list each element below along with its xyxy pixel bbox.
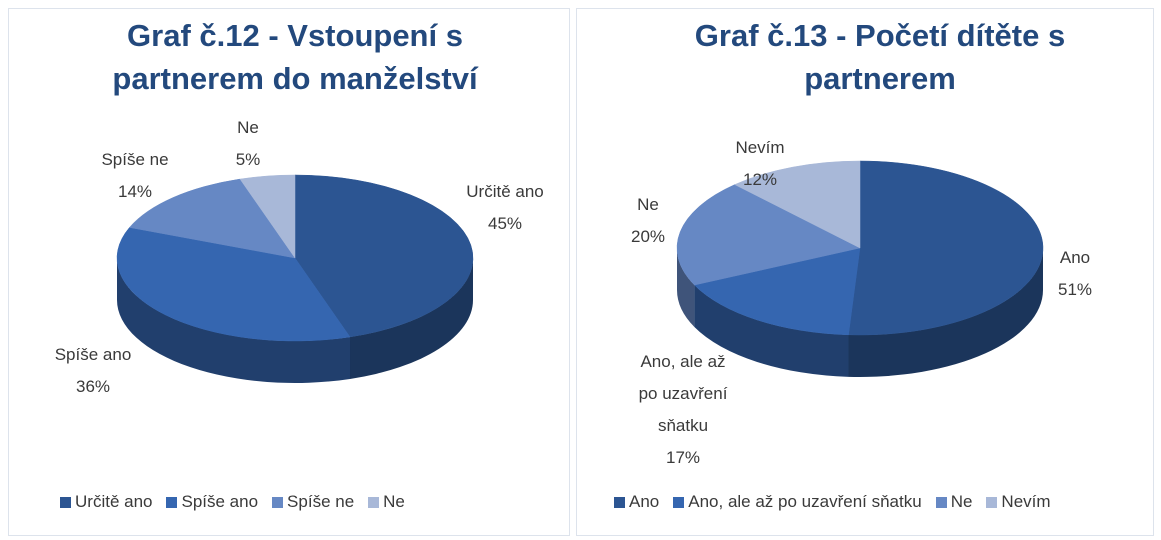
- label-category: Spíše ano: [54, 345, 132, 364]
- chart-title: Graf č.13 - Početí dítěte s partnerem: [694, 18, 1066, 96]
- slice: [676, 184, 861, 286]
- label-category: Určitě ano: [466, 182, 544, 201]
- data-label: Ano 51%: [1045, 242, 1105, 306]
- legend-item: Spíše ano: [166, 492, 258, 512]
- data-label: Ano, ale až po uzavření sňatku 17%: [633, 346, 733, 474]
- chart-title: Graf č.12 - Vstoupení s partnerem do man…: [112, 18, 478, 96]
- legend-label: Nevím: [1001, 492, 1051, 511]
- label-value: 17%: [665, 448, 701, 467]
- slice: [239, 174, 296, 259]
- label-value: 20%: [630, 227, 666, 246]
- legend-swatch: [166, 496, 178, 508]
- legend-item: Určitě ano: [60, 492, 152, 512]
- data-label: Spíše ano 36%: [33, 339, 153, 403]
- slice: [294, 174, 474, 338]
- legend-swatch: [935, 496, 947, 508]
- legend-label: Určitě ano: [75, 492, 153, 511]
- legend-item: Spíše ne: [272, 492, 354, 512]
- slice-side: [694, 285, 849, 377]
- legend-item: Ano: [614, 492, 659, 512]
- label-category: Ne: [237, 118, 259, 137]
- label-value: 14%: [117, 182, 153, 201]
- legend-item: Ano, ale až po uzavření sňatku: [673, 492, 922, 512]
- legend-item: Nevím: [986, 492, 1051, 512]
- slice-side: [117, 258, 351, 383]
- data-label: Nevím 12%: [725, 132, 795, 196]
- label-value: 12%: [742, 170, 778, 189]
- legend: Určitě ano Spíše ano Spíše ne Ne: [60, 492, 405, 512]
- legend-label: Spíše ne: [287, 492, 355, 511]
- slice-side: [848, 248, 1043, 377]
- slice: [848, 160, 1044, 336]
- label-value: 36%: [75, 377, 111, 396]
- legend-swatch: [60, 496, 71, 508]
- data-label: Ne 5%: [218, 112, 278, 176]
- label-category: Nevím: [735, 138, 785, 157]
- legend-swatch: [614, 496, 625, 508]
- label-value: 5%: [235, 150, 261, 169]
- data-label: Určitě ano 45%: [465, 176, 545, 240]
- label-category: Ne: [637, 195, 659, 214]
- legend-swatch: [272, 496, 284, 508]
- legend-item: Ne: [368, 492, 405, 512]
- legend-swatch: [986, 496, 998, 508]
- label-value: 45%: [487, 214, 523, 233]
- legend-label: Ano: [629, 492, 660, 511]
- legend: Ano Ano, ale až po uzavření sňatku Ne Nevím: [614, 492, 1051, 512]
- label-category: Ano, ale až po uzavření sňatku: [638, 352, 728, 435]
- label-category: Spíše ne: [101, 150, 169, 169]
- data-label: Ne 20%: [618, 189, 678, 253]
- panel: [8, 8, 570, 536]
- slice: [734, 160, 861, 249]
- legend-label: Ne: [950, 492, 973, 511]
- legend-swatch: [368, 496, 380, 508]
- slice-side: [350, 258, 473, 379]
- slice: [116, 227, 351, 342]
- slice: [693, 247, 861, 336]
- legend-label: Spíše ano: [181, 492, 259, 511]
- legend-item: Ne: [935, 492, 973, 512]
- legend-label: Ne: [383, 492, 405, 511]
- legend-label: Ano, ale až po uzavření sňatku: [688, 492, 922, 511]
- panel: [576, 8, 1154, 536]
- data-label: Spíše ne 14%: [80, 144, 190, 208]
- label-category: Ano: [1059, 248, 1091, 267]
- legend-swatch: [673, 496, 685, 508]
- label-value: 51%: [1057, 280, 1093, 299]
